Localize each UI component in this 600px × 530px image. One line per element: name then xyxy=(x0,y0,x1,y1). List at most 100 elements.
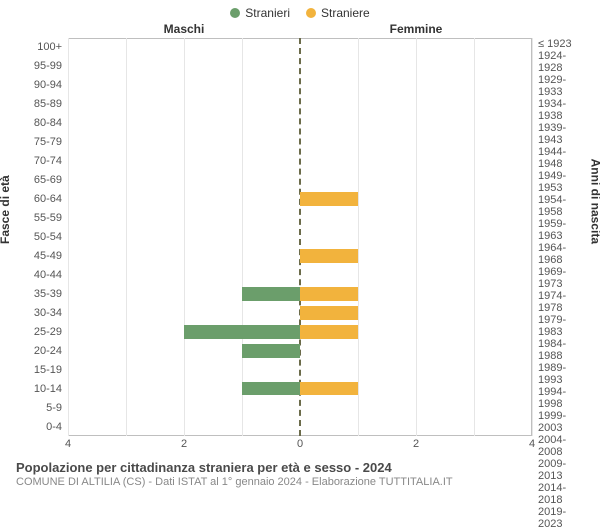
birth-year-label: 1974-1978 xyxy=(534,290,590,314)
age-label: 25-29 xyxy=(10,322,66,341)
bar-row xyxy=(68,246,532,265)
birth-year-label: 1929-1933 xyxy=(534,74,590,98)
age-label: 55-59 xyxy=(10,209,66,228)
population-pyramid-chart: Stranieri Straniere Maschi Femmine 100+9… xyxy=(0,0,600,500)
age-label: 70-74 xyxy=(10,152,66,171)
age-label: 60-64 xyxy=(10,190,66,209)
bar-row xyxy=(68,398,532,417)
bar-female xyxy=(300,287,358,301)
age-label: 15-19 xyxy=(10,360,66,379)
age-label: 30-34 xyxy=(10,303,66,322)
bar-row xyxy=(68,379,532,398)
legend-label-female: Straniere xyxy=(321,6,370,20)
bar-row xyxy=(68,417,532,436)
age-label: 20-24 xyxy=(10,341,66,360)
bar-row xyxy=(68,303,532,322)
bar-row xyxy=(68,133,532,152)
bar-row xyxy=(68,228,532,247)
age-label: 50-54 xyxy=(10,228,66,247)
bar-row xyxy=(68,76,532,95)
header-male: Maschi xyxy=(68,22,300,36)
bar-row xyxy=(68,152,532,171)
x-tick: 0 xyxy=(297,438,303,450)
birth-year-label: 1989-1993 xyxy=(534,362,590,386)
bar-female xyxy=(300,382,358,396)
birth-year-label: 1994-1998 xyxy=(534,386,590,410)
x-tick: 4 xyxy=(529,438,535,450)
bar-row xyxy=(68,57,532,76)
bar-row xyxy=(68,284,532,303)
x-axis: 4 2 0 2 4 xyxy=(68,438,532,454)
birth-year-label: 2004-2008 xyxy=(534,434,590,458)
age-label: 75-79 xyxy=(10,133,66,152)
bar-row xyxy=(68,322,532,341)
birth-year-label: 1999-2003 xyxy=(534,410,590,434)
bar-row xyxy=(68,209,532,228)
age-label: 40-44 xyxy=(10,265,66,284)
birth-year-label: 1969-1973 xyxy=(534,266,590,290)
legend-item-female: Straniere xyxy=(306,6,370,20)
legend-swatch-male xyxy=(230,8,240,18)
y-axis-left-labels: 100+95-9990-9485-8980-8475-7970-7465-696… xyxy=(10,38,66,436)
bar-row xyxy=(68,95,532,114)
plot-area: 100+95-9990-9485-8980-8475-7970-7465-696… xyxy=(68,38,532,436)
bar-row xyxy=(68,38,532,57)
birth-year-label: 2019-2023 xyxy=(534,506,590,530)
birth-year-label: 1954-1958 xyxy=(534,194,590,218)
age-label: 100+ xyxy=(10,38,66,57)
legend-item-male: Stranieri xyxy=(230,6,290,20)
birth-year-label: 2009-2013 xyxy=(534,458,590,482)
bar-female xyxy=(300,249,358,263)
birth-year-label: 2014-2018 xyxy=(534,482,590,506)
bar-male xyxy=(242,344,300,358)
bar-male xyxy=(184,325,300,339)
bar-male xyxy=(242,287,300,301)
age-label: 95-99 xyxy=(10,57,66,76)
gridline xyxy=(532,38,533,436)
birth-year-label: 1979-1983 xyxy=(534,314,590,338)
age-label: 0-4 xyxy=(10,417,66,436)
birth-year-label: ≤ 1923 xyxy=(534,38,590,50)
age-label: 85-89 xyxy=(10,95,66,114)
y-axis-right-labels: ≤ 19231924-19281929-19331934-19381939-19… xyxy=(534,38,590,436)
age-label: 35-39 xyxy=(10,284,66,303)
bar-male xyxy=(242,382,300,396)
x-tick: 2 xyxy=(181,438,187,450)
bar-row xyxy=(68,114,532,133)
birth-year-label: 1984-1988 xyxy=(534,338,590,362)
bar-row xyxy=(68,190,532,209)
bar-row xyxy=(68,171,532,190)
birth-year-label: 1939-1943 xyxy=(534,122,590,146)
age-label: 80-84 xyxy=(10,114,66,133)
bar-female xyxy=(300,325,358,339)
birth-year-label: 1944-1948 xyxy=(534,146,590,170)
legend-label-male: Stranieri xyxy=(245,6,290,20)
age-label: 90-94 xyxy=(10,76,66,95)
bar-row xyxy=(68,341,532,360)
y-axis-right-title: Anni di nascita xyxy=(588,159,600,244)
age-label: 5-9 xyxy=(10,398,66,417)
birth-year-label: 1934-1938 xyxy=(534,98,590,122)
header-female: Femmine xyxy=(300,22,532,36)
caption: Popolazione per cittadinanza straniera p… xyxy=(16,460,584,488)
legend: Stranieri Straniere xyxy=(8,6,592,20)
x-tick: 2 xyxy=(413,438,419,450)
bar-row xyxy=(68,265,532,284)
bar-female xyxy=(300,192,358,206)
bar-rows xyxy=(68,38,532,436)
age-label: 10-14 xyxy=(10,379,66,398)
x-tick: 4 xyxy=(65,438,71,450)
bar-female xyxy=(300,306,358,320)
legend-swatch-female xyxy=(306,8,316,18)
caption-title: Popolazione per cittadinanza straniera p… xyxy=(16,460,584,475)
age-label: 45-49 xyxy=(10,246,66,265)
age-label: 65-69 xyxy=(10,171,66,190)
birth-year-label: 1924-1928 xyxy=(534,50,590,74)
birth-year-label: 1949-1953 xyxy=(534,170,590,194)
column-headers: Maschi Femmine xyxy=(68,22,532,36)
birth-year-label: 1964-1968 xyxy=(534,242,590,266)
birth-year-label: 1959-1963 xyxy=(534,218,590,242)
caption-subtitle: COMUNE DI ALTILIA (CS) - Dati ISTAT al 1… xyxy=(16,476,584,488)
bar-row xyxy=(68,360,532,379)
y-axis-left-title: Fasce di età xyxy=(0,175,12,244)
